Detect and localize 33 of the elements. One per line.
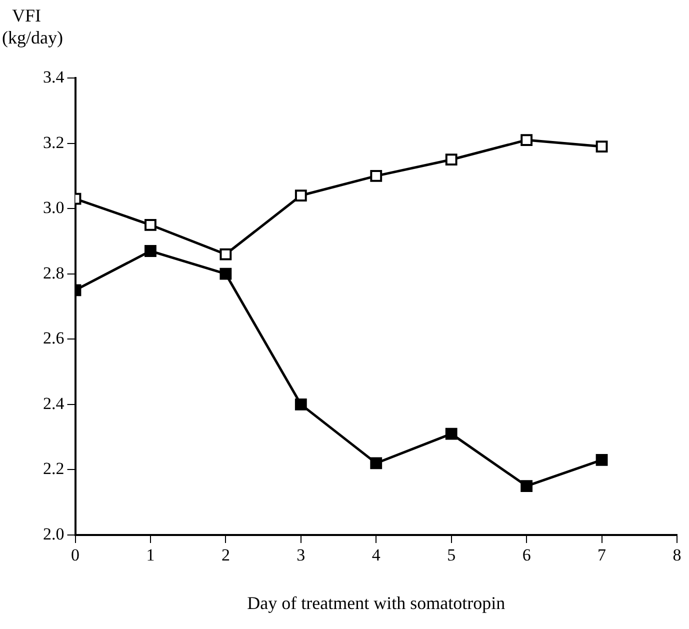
point [144,245,156,257]
point [520,480,533,492]
point [596,140,608,152]
y-tick-label: 3.0 [43,198,64,218]
y-tick-label: 2.4 [43,394,65,413]
point [596,454,608,466]
point [220,268,232,280]
y-tick-label: 3.2 [43,132,64,152]
point [370,170,382,182]
point [445,428,458,440]
y-tick-label: 2.2 [43,459,64,478]
x-tick-label: 2 [221,546,230,565]
y-axis-title: VFI (kg/day) [2,6,63,48]
y-tick-label: 2.6 [43,328,64,348]
point [294,190,307,202]
x-tick-label: 6 [522,546,531,565]
x-axis-title: Day of treatment with somatotropin [247,592,506,613]
x-tick-label: 4 [372,546,381,565]
y-tick-label: 3.4 [43,67,65,86]
x-tick-label: 5 [447,546,456,565]
x-tick-label: 7 [598,546,607,565]
point [445,154,458,166]
x-tick-label: 0 [71,546,80,565]
point [294,398,307,410]
x-tick-label: 3 [296,546,306,565]
point [144,218,156,231]
y-tick-label: 2.0 [43,524,64,544]
x-tick-label: 1 [146,546,155,565]
x-tick-label: 8 [672,546,682,565]
point [370,457,382,470]
point [520,134,533,146]
point [220,248,232,260]
y-tick-label: 2.8 [43,263,64,282]
